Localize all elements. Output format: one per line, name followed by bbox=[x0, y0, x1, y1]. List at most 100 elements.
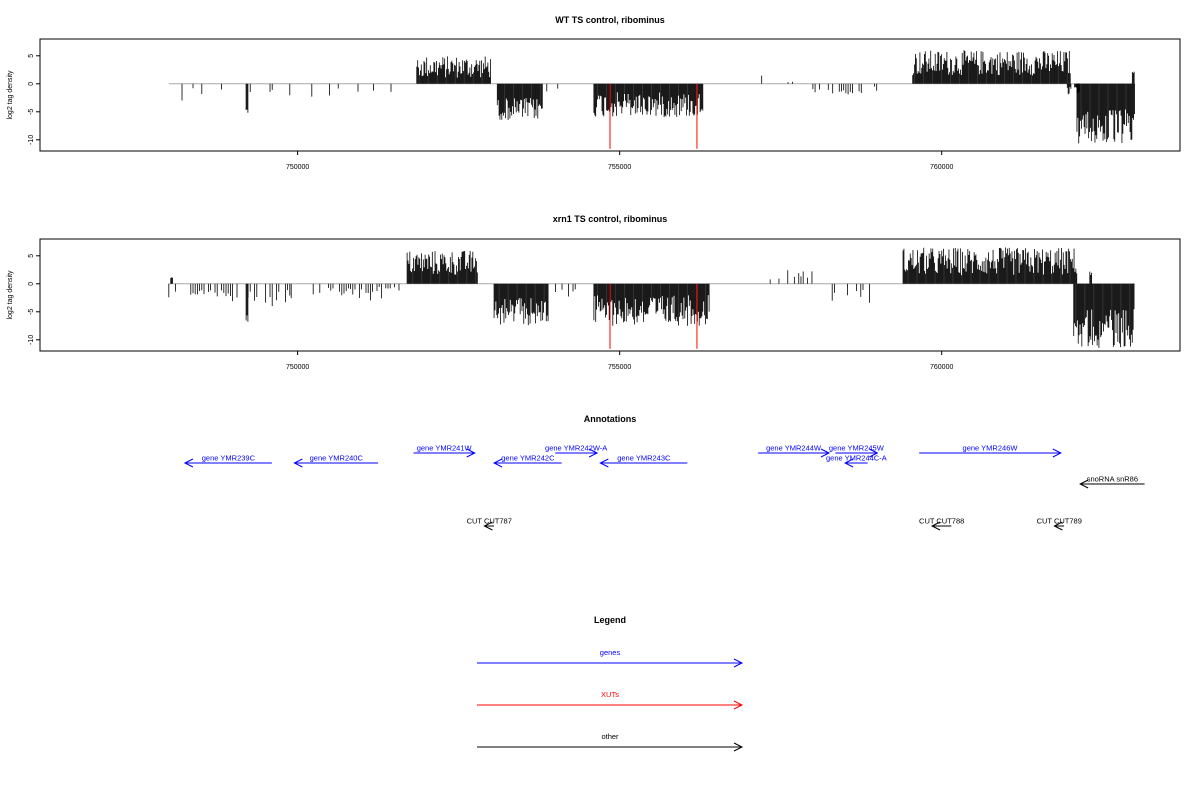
x-tick-label: 760000 bbox=[930, 164, 953, 171]
density-region bbox=[912, 50, 1071, 84]
density-region bbox=[546, 83, 559, 92]
legend-item: XUTs bbox=[477, 690, 744, 710]
annotation-feature: CUT CUT787 bbox=[467, 517, 512, 531]
density-region bbox=[168, 283, 291, 307]
density-region bbox=[181, 83, 392, 101]
density-region bbox=[496, 83, 543, 121]
annotation-feature: CUT CUT789 bbox=[1037, 517, 1082, 531]
annotation-label: gene YMR239C bbox=[202, 454, 256, 463]
xrn1-track-panel: xrn1 TS control, ribominus log2 tag dens… bbox=[7, 214, 1181, 371]
legend-item-label: other bbox=[601, 732, 619, 741]
annotation-label: gene YMR241W bbox=[417, 444, 473, 453]
annotation-label: gene YMR244C-A bbox=[826, 454, 887, 463]
density-bars bbox=[168, 283, 291, 307]
density-bars bbox=[181, 83, 392, 101]
density-bars bbox=[1089, 271, 1093, 284]
annotations-panel: Annotations gene YMR239C gene YMR240Cgene… bbox=[183, 414, 1145, 531]
density-bars bbox=[546, 83, 559, 92]
annotation-features: gene YMR239C gene YMR240C gene YMR241W gene… bbox=[183, 444, 1145, 531]
annotation-label: gene YMR242W-A bbox=[545, 444, 607, 453]
wt-track-title: WT TS control, ribominus bbox=[555, 15, 665, 25]
annotation-label: CUT CUT789 bbox=[1037, 517, 1082, 526]
y-tick-label: -5 bbox=[28, 309, 35, 315]
xrn1-track-ylabel: log2 tag density bbox=[7, 270, 14, 320]
density-bars bbox=[761, 75, 793, 84]
plot-frame bbox=[39, 238, 1181, 352]
legend-item-label: XUTs bbox=[601, 690, 619, 699]
annotation-feature: gene YMR243C bbox=[599, 454, 688, 468]
annotation-feature: gene YMR244C-A bbox=[826, 454, 887, 468]
annotation-label: gene YMR240C bbox=[310, 454, 364, 463]
plot-frame bbox=[39, 38, 1181, 152]
y-tick-label: -5 bbox=[28, 109, 35, 115]
density-bars bbox=[1131, 71, 1135, 84]
annotation-feature: CUT CUT788 bbox=[919, 517, 964, 531]
density-bars bbox=[555, 283, 576, 297]
density-bars bbox=[416, 56, 491, 84]
density-bars bbox=[902, 247, 1078, 284]
density-bars bbox=[831, 283, 870, 303]
density-region bbox=[245, 83, 249, 113]
y-tick-label: 0 bbox=[28, 82, 35, 86]
x-tick-label: 760000 bbox=[930, 364, 953, 371]
density-bars bbox=[496, 83, 543, 121]
y-tick-label: -10 bbox=[28, 135, 35, 145]
density-bars bbox=[1076, 83, 1135, 144]
legend-item: genes bbox=[477, 648, 744, 668]
xrn1-track-title: xrn1 TS control, ribominus bbox=[553, 214, 668, 224]
wt-track-ylabel: log2 tag density bbox=[7, 70, 14, 120]
density-bars bbox=[593, 283, 710, 326]
density-bars bbox=[769, 270, 813, 284]
x-tick-label: 750000 bbox=[286, 364, 309, 371]
x-tick-label: 750000 bbox=[286, 164, 309, 171]
annotation-feature: gene YMR240C bbox=[293, 454, 379, 468]
legend-title: Legend bbox=[594, 615, 626, 625]
x-tick-label: 755000 bbox=[608, 164, 631, 171]
annotation-feature: gene YMR239C bbox=[183, 454, 272, 468]
density-region bbox=[593, 283, 710, 326]
annotation-feature: gene YMR245W bbox=[829, 444, 885, 458]
density-bars bbox=[406, 250, 478, 284]
y-tick-label: 5 bbox=[28, 254, 35, 258]
annotation-label: gene YMR243C bbox=[617, 454, 671, 463]
density-region bbox=[406, 250, 478, 284]
density-region bbox=[1089, 271, 1093, 284]
wt-track-axes: -10 -5 0 5 750000 755000 760000 bbox=[28, 38, 1181, 171]
legend-panel: Legend genes XUTs other bbox=[477, 615, 744, 752]
density-region bbox=[593, 83, 704, 118]
y-tick-label: -10 bbox=[28, 335, 35, 345]
wt-track-bars bbox=[168, 50, 1135, 149]
annotation-feature: snoRNA snR86 bbox=[1079, 475, 1145, 489]
density-bars bbox=[493, 283, 549, 326]
density-bars bbox=[912, 50, 1071, 84]
density-bars bbox=[245, 283, 249, 322]
annotation-feature: gene YMR244W bbox=[758, 444, 831, 458]
density-bars bbox=[593, 83, 704, 118]
density-bars bbox=[245, 83, 249, 113]
density-region bbox=[1131, 71, 1135, 84]
legend-item: other bbox=[477, 732, 744, 752]
legend-items: genes XUTs other bbox=[477, 648, 744, 752]
y-tick-label: 5 bbox=[28, 54, 35, 58]
density-region bbox=[290, 283, 400, 301]
annotation-label: gene YMR246W bbox=[963, 444, 1019, 453]
annotation-label: CUT CUT787 bbox=[467, 517, 512, 526]
annotation-feature: gene YMR242W-A bbox=[545, 444, 607, 458]
density-region bbox=[1073, 283, 1135, 348]
annotation-feature: gene YMR242C bbox=[492, 454, 562, 468]
density-region bbox=[761, 75, 793, 84]
density-region bbox=[416, 56, 491, 84]
xrn1-track-bars bbox=[168, 247, 1135, 349]
density-region bbox=[812, 83, 878, 95]
annotation-label: gene YMR244W bbox=[766, 444, 822, 453]
density-region bbox=[769, 270, 813, 284]
density-bars bbox=[170, 277, 173, 284]
density-region bbox=[493, 283, 549, 326]
xrn1-track-axes: -10 -5 0 5 750000 755000 760000 bbox=[28, 238, 1181, 371]
annotation-feature: gene YMR241W bbox=[413, 444, 476, 458]
density-region bbox=[245, 283, 249, 322]
density-region bbox=[902, 247, 1078, 284]
annotation-label: snoRNA snR86 bbox=[1087, 475, 1138, 484]
density-bars bbox=[1073, 283, 1135, 348]
